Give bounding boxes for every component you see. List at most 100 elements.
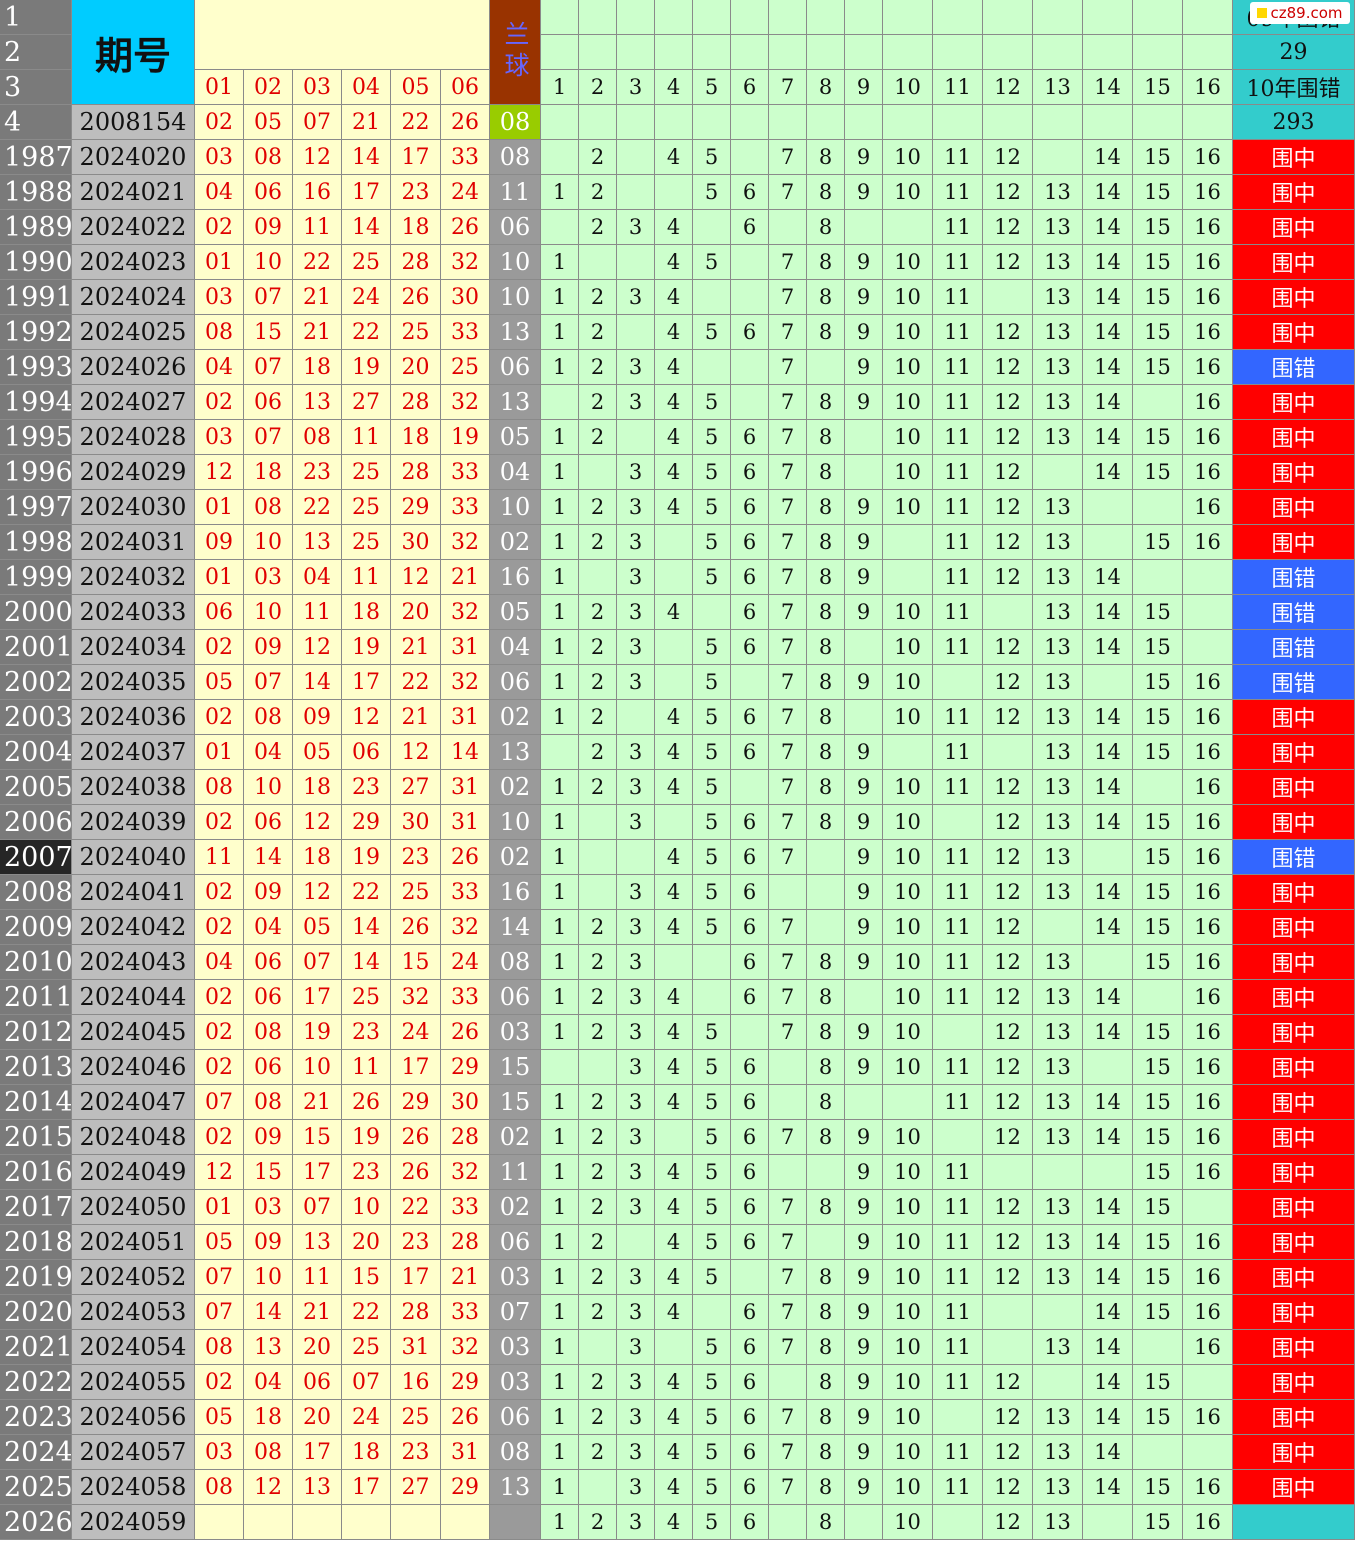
green-cell[interactable] xyxy=(807,0,845,35)
green-number-cell[interactable] xyxy=(579,840,617,875)
green-number-cell[interactable]: 2 xyxy=(579,735,617,770)
green-number-cell[interactable]: 4 xyxy=(655,140,693,175)
green-number-cell[interactable]: 9 xyxy=(845,1190,883,1225)
green-number-cell[interactable]: 5 xyxy=(693,1505,731,1540)
red-ball-cell[interactable]: 18 xyxy=(293,840,342,875)
green-cell[interactable] xyxy=(1033,105,1083,140)
period-cell[interactable]: 2024032 xyxy=(72,560,195,595)
green-number-cell[interactable]: 15 xyxy=(1133,350,1183,385)
green-number-cell[interactable] xyxy=(983,1295,1033,1330)
red-ball-cell[interactable]: 32 xyxy=(441,1330,490,1365)
red-ball-cell[interactable]: 02 xyxy=(195,105,244,140)
blue-ball-cell[interactable]: 07 xyxy=(490,1295,541,1330)
green-number-cell[interactable]: 5 xyxy=(693,1190,731,1225)
period-cell[interactable]: 2024034 xyxy=(72,630,195,665)
green-cell[interactable] xyxy=(845,105,883,140)
green-number-cell[interactable]: 15 xyxy=(1133,910,1183,945)
green-column-header[interactable]: 13 xyxy=(1033,70,1083,105)
red-ball-cell[interactable]: 28 xyxy=(391,455,441,490)
green-number-cell[interactable]: 12 xyxy=(983,1260,1033,1295)
blue-ball-cell[interactable]: 02 xyxy=(490,1120,541,1155)
red-ball-cell[interactable]: 03 xyxy=(195,140,244,175)
red-ball-cell[interactable]: 18 xyxy=(391,420,441,455)
red-ball-cell[interactable]: 08 xyxy=(244,1085,293,1120)
green-number-cell[interactable]: 9 xyxy=(845,315,883,350)
green-number-cell[interactable]: 10 xyxy=(883,420,933,455)
green-number-cell[interactable]: 7 xyxy=(769,910,807,945)
green-number-cell[interactable]: 7 xyxy=(769,490,807,525)
green-number-cell[interactable]: 4 xyxy=(655,980,693,1015)
period-cell[interactable]: 2024031 xyxy=(72,525,195,560)
blue-ball-cell[interactable]: 14 xyxy=(490,910,541,945)
green-number-cell[interactable]: 2 xyxy=(579,1400,617,1435)
red-ball-cell[interactable]: 26 xyxy=(391,1120,441,1155)
row-header[interactable]: 2009 xyxy=(0,910,72,945)
row-header[interactable]: 2004 xyxy=(0,735,72,770)
green-cell[interactable] xyxy=(807,105,845,140)
period-cell[interactable]: 2024021 xyxy=(72,175,195,210)
green-cell[interactable] xyxy=(693,105,731,140)
green-number-cell[interactable]: 1 xyxy=(541,245,579,280)
green-number-cell[interactable] xyxy=(883,525,933,560)
green-number-cell[interactable]: 6 xyxy=(731,805,769,840)
red-ball-cell[interactable]: 10 xyxy=(244,595,293,630)
green-number-cell[interactable]: 15 xyxy=(1133,1085,1183,1120)
green-number-cell[interactable]: 16 xyxy=(1183,315,1233,350)
red-ball-cell[interactable]: 22 xyxy=(391,665,441,700)
green-number-cell[interactable]: 14 xyxy=(1083,1225,1133,1260)
green-cell[interactable] xyxy=(693,35,731,70)
red-ball-cell[interactable]: 06 xyxy=(244,980,293,1015)
green-cell[interactable] xyxy=(1083,105,1133,140)
red-ball-cell[interactable]: 31 xyxy=(441,630,490,665)
green-number-cell[interactable]: 3 xyxy=(617,1260,655,1295)
row-header[interactable]: 1 xyxy=(0,0,72,35)
period-cell[interactable]: 2024048 xyxy=(72,1120,195,1155)
green-number-cell[interactable]: 12 xyxy=(983,840,1033,875)
green-number-cell[interactable]: 2 xyxy=(579,595,617,630)
green-number-cell[interactable]: 7 xyxy=(769,1015,807,1050)
green-number-cell[interactable]: 4 xyxy=(655,245,693,280)
green-number-cell[interactable]: 7 xyxy=(769,455,807,490)
green-number-cell[interactable]: 3 xyxy=(617,560,655,595)
green-number-cell[interactable] xyxy=(579,875,617,910)
green-number-cell[interactable] xyxy=(731,1015,769,1050)
green-number-cell[interactable]: 12 xyxy=(983,1435,1033,1470)
green-number-cell[interactable]: 5 xyxy=(693,1400,731,1435)
green-number-cell[interactable] xyxy=(1183,630,1233,665)
green-number-cell[interactable]: 13 xyxy=(1033,350,1083,385)
red-ball-cell[interactable]: 19 xyxy=(342,630,391,665)
period-cell[interactable]: 2024042 xyxy=(72,910,195,945)
green-number-cell[interactable]: 14 xyxy=(1083,1085,1133,1120)
result-cell[interactable]: 围中 xyxy=(1233,700,1355,735)
green-number-cell[interactable]: 10 xyxy=(883,770,933,805)
red-ball-cell[interactable]: 30 xyxy=(391,525,441,560)
green-number-cell[interactable]: 4 xyxy=(655,1470,693,1505)
green-cell[interactable] xyxy=(541,35,579,70)
row-header[interactable]: 2007 xyxy=(0,840,72,875)
row-header[interactable]: 2026 xyxy=(0,1505,72,1540)
green-number-cell[interactable]: 7 xyxy=(769,1260,807,1295)
green-number-cell[interactable]: 6 xyxy=(731,980,769,1015)
red-ball-cell[interactable]: 24 xyxy=(441,175,490,210)
red-ball-cell[interactable]: 17 xyxy=(342,175,391,210)
green-number-cell[interactable]: 2 xyxy=(579,910,617,945)
blue-ball-cell[interactable]: 06 xyxy=(490,1400,541,1435)
green-number-cell[interactable]: 8 xyxy=(807,315,845,350)
green-number-cell[interactable] xyxy=(655,805,693,840)
row-header[interactable]: 2020 xyxy=(0,1295,72,1330)
green-number-cell[interactable] xyxy=(769,1505,807,1540)
green-number-cell[interactable]: 3 xyxy=(617,1330,655,1365)
green-number-cell[interactable] xyxy=(845,210,883,245)
green-number-cell[interactable]: 10 xyxy=(883,175,933,210)
green-number-cell[interactable]: 3 xyxy=(617,595,655,630)
green-number-cell[interactable]: 12 xyxy=(983,630,1033,665)
green-number-cell[interactable]: 1 xyxy=(541,350,579,385)
green-number-cell[interactable]: 12 xyxy=(983,315,1033,350)
result-cell[interactable]: 围中 xyxy=(1233,910,1355,945)
green-number-cell[interactable]: 3 xyxy=(617,1470,655,1505)
green-number-cell[interactable] xyxy=(1083,1505,1133,1540)
blue-ball-cell[interactable]: 06 xyxy=(490,350,541,385)
red-ball-cell[interactable]: 25 xyxy=(342,525,391,560)
row-header[interactable]: 1987 xyxy=(0,140,72,175)
green-number-cell[interactable] xyxy=(617,840,655,875)
